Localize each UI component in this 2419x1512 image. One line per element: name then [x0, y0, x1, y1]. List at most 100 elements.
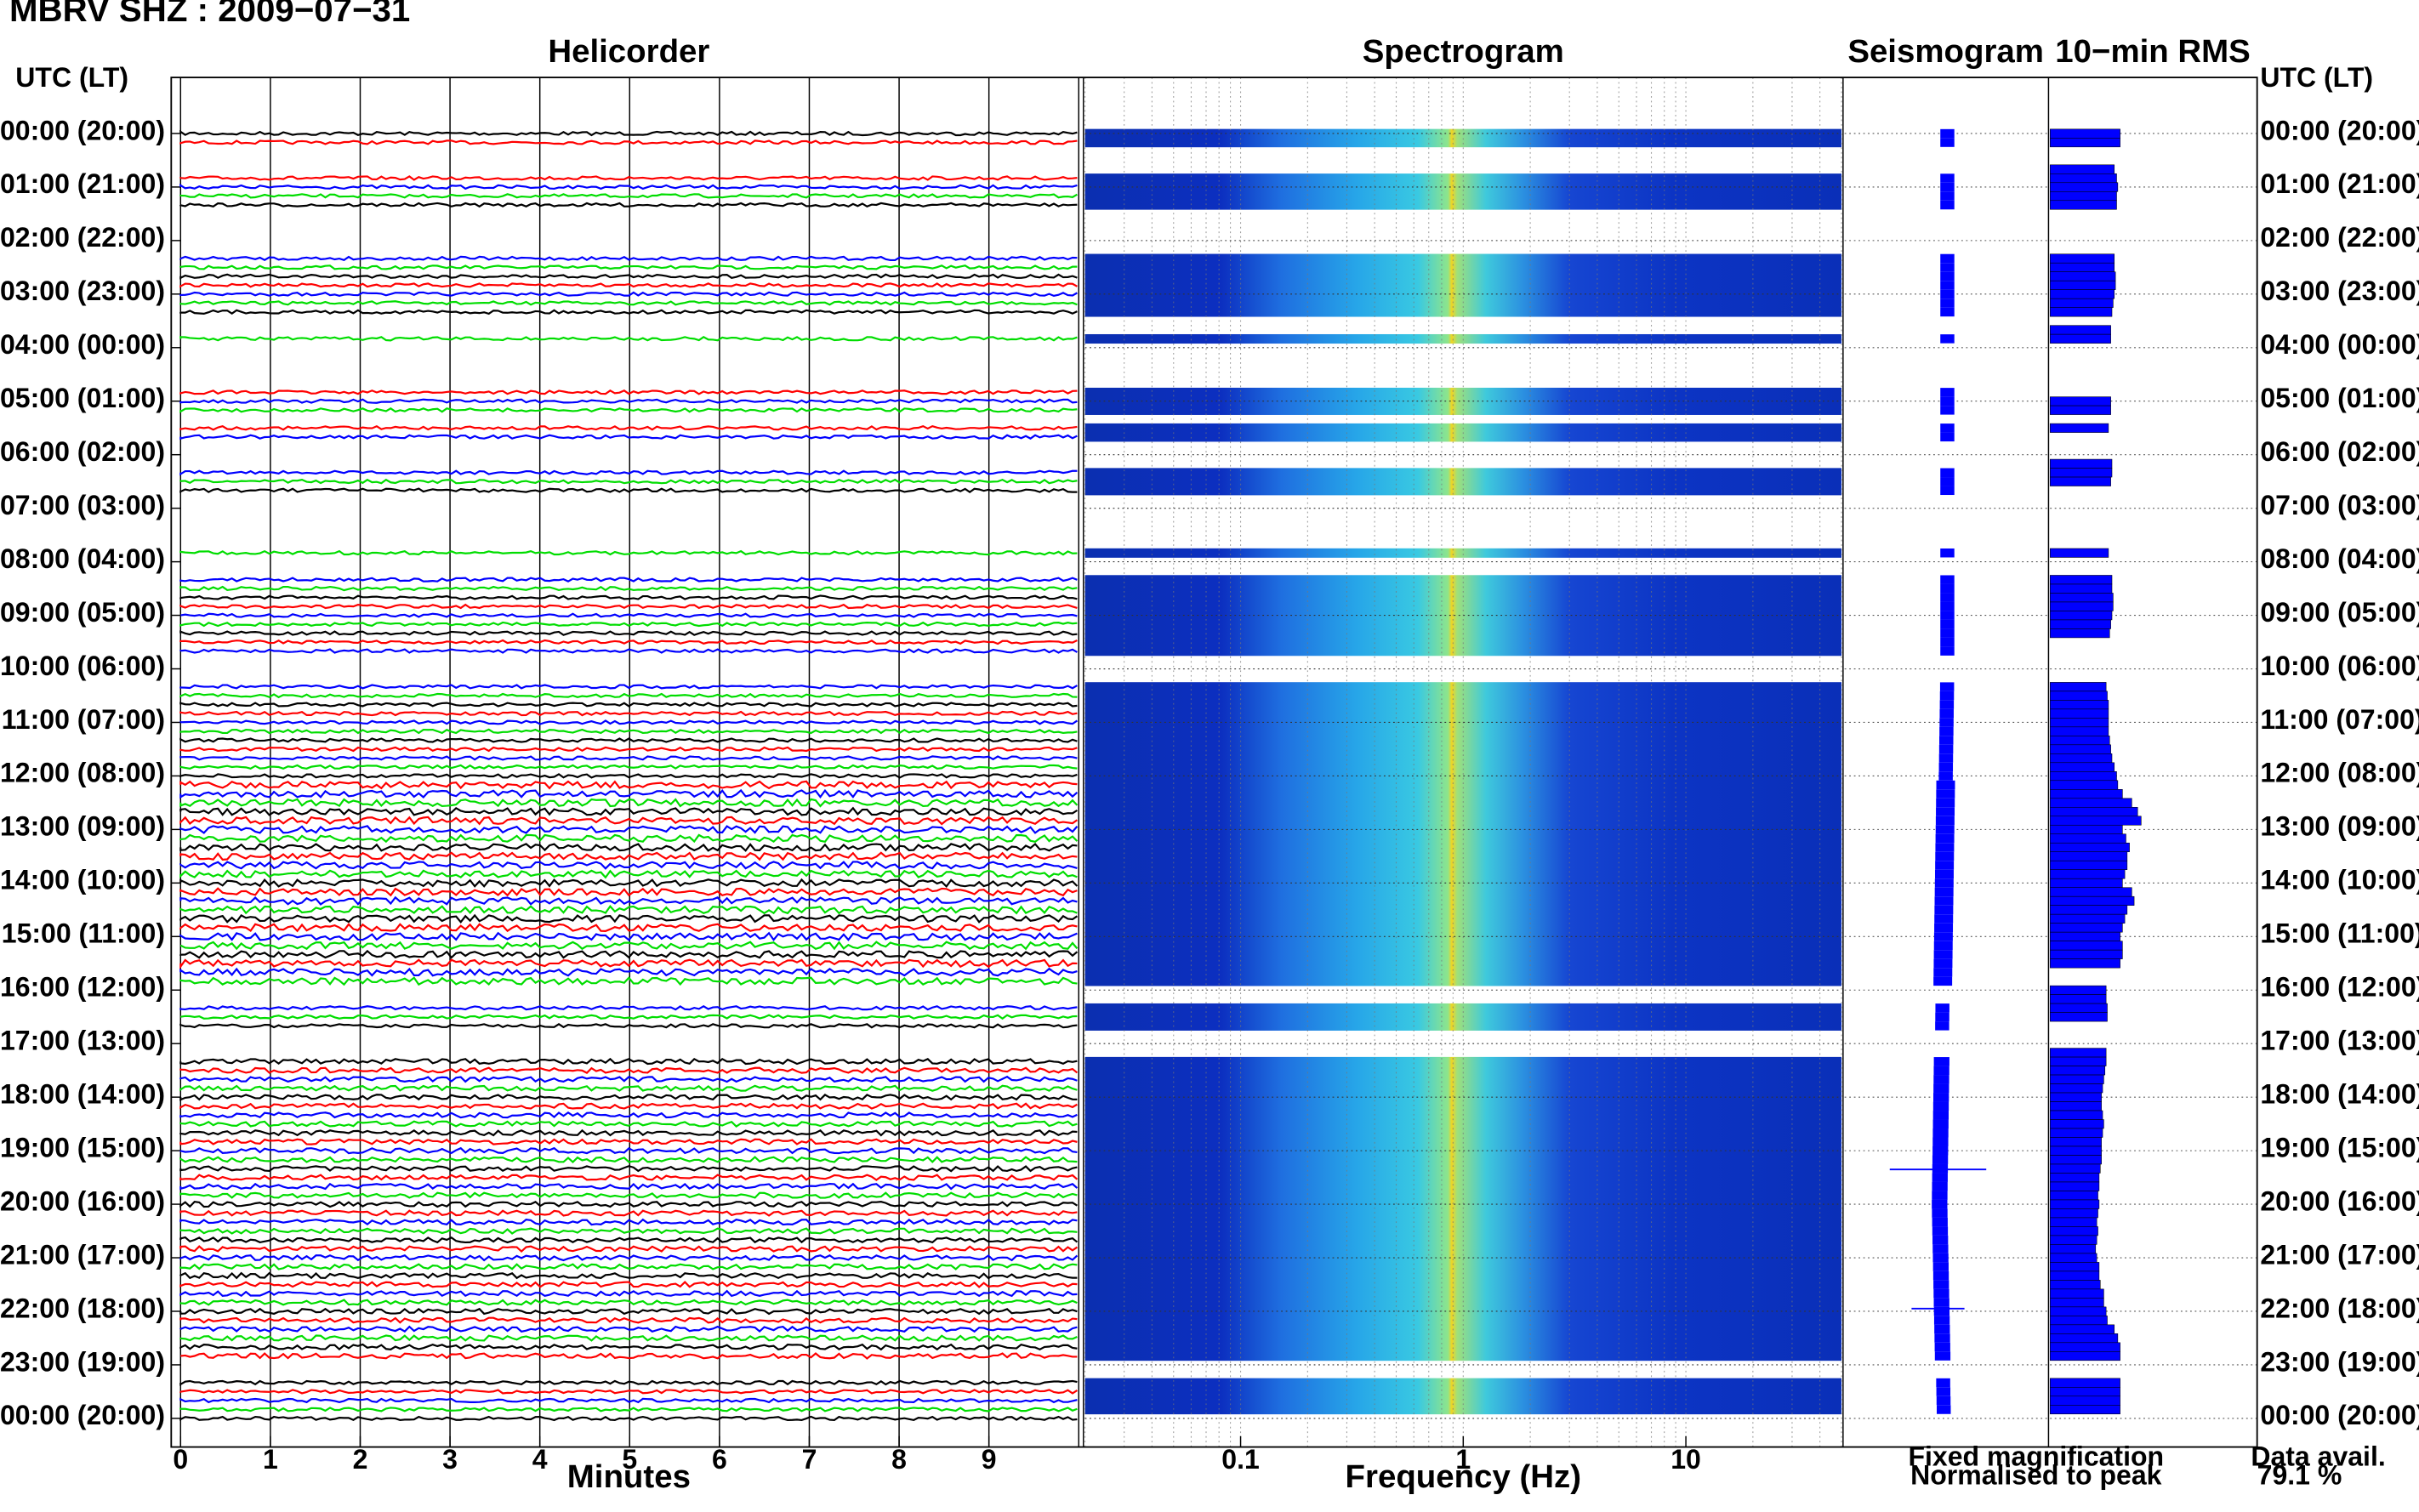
seismogram-segment — [1933, 1066, 1949, 1076]
spectrogram-row — [1084, 253, 1842, 264]
seismogram-segment — [1938, 753, 1954, 763]
hour-label-left: 18:00 (14:00) — [0, 1078, 165, 1109]
seismogram-segment — [1934, 1333, 1950, 1343]
rms-bar — [2049, 164, 2115, 174]
rms-bar — [2049, 1316, 2108, 1326]
seismogram-segment — [1938, 744, 1954, 754]
helicorder-trace — [179, 1066, 1079, 1074]
helicorder-trace — [179, 585, 1078, 592]
hour-label-left: 21:00 (17:00) — [0, 1239, 165, 1270]
rms-bar — [2049, 726, 2109, 736]
seismogram-segment — [1932, 1244, 1949, 1253]
rms-bar — [2049, 789, 2123, 799]
spectrogram-row — [1084, 1101, 1842, 1111]
seismogram-segment — [1935, 851, 1955, 861]
spectrogram-row — [1084, 1298, 1842, 1308]
seismogram-segment — [1933, 1298, 1949, 1307]
helicorder-trace — [179, 621, 1078, 628]
hour-label-left: 22:00 (18:00) — [0, 1293, 165, 1323]
minute-tick-label: 7 — [802, 1444, 817, 1475]
helicorder-trace — [179, 746, 1078, 753]
hour-label-left: 14:00 (10:00) — [0, 865, 165, 895]
helicorder-trace — [179, 1120, 1078, 1128]
spectrogram-row — [1084, 1074, 1842, 1084]
spectrogram-row — [1084, 736, 1842, 746]
hour-label-left: 01:00 (21:00) — [0, 168, 165, 199]
helicorder-trace — [179, 967, 1078, 977]
hour-label-left: 10:00 (06:00) — [0, 651, 165, 681]
seismogram-segment — [1934, 914, 1954, 924]
seismogram-title: Seismogram — [1847, 33, 2044, 70]
hour-label-left: 17:00 (13:00) — [0, 1026, 165, 1056]
seismogram-segment — [1936, 1405, 1951, 1414]
spectrogram-row — [1084, 583, 1842, 594]
helicorder-trace — [179, 193, 1078, 199]
hour-label-right: 16:00 (12:00) — [2260, 972, 2419, 1003]
spectrogram-row — [1084, 967, 1842, 977]
helicorder-trace — [179, 710, 1078, 717]
rms-bar — [2049, 860, 2128, 870]
spectrogram-title: Spectrogram — [1363, 33, 1564, 70]
seismogram-segment — [1932, 1217, 1948, 1227]
helicorder-trace — [179, 264, 1078, 270]
minute-axis: 0 1 2 3 4 5 6 7 8 9 — [173, 1435, 997, 1475]
hour-label-right: 18:00 (14:00) — [2260, 1078, 2419, 1109]
hour-label-right: 06:00 (02:00) — [2260, 436, 2419, 467]
rms-bar — [2049, 200, 2117, 210]
helicorder-trace — [179, 1128, 1078, 1137]
hour-label-right: 05:00 (01:00) — [2260, 383, 2419, 413]
helicorder-trace — [179, 300, 1078, 306]
spectrogram-row — [1084, 138, 1842, 148]
helicorder-trace — [179, 869, 1078, 879]
spectrogram-row — [1084, 976, 1842, 986]
station-title: MBRV SHZ : 2009−07−31 — [9, 0, 410, 29]
helicorder-trace — [179, 1102, 1078, 1110]
spectrogram-row — [1084, 476, 1842, 486]
spectrogram-row — [1084, 789, 1842, 799]
hour-label-right: 09:00 (05:00) — [2260, 597, 2419, 628]
helicorder-trace — [179, 1334, 1078, 1342]
spectrogram-row — [1084, 548, 1842, 558]
hour-label-left: 07:00 (03:00) — [0, 490, 165, 520]
rms-bar — [2049, 405, 2111, 415]
rms-bar — [2049, 1270, 2100, 1281]
helicorder-trace — [179, 1156, 1078, 1163]
rms-bar — [2049, 736, 2110, 746]
rms-bar — [2049, 913, 2126, 924]
helicorder-trace — [179, 398, 1078, 404]
spectrogram-row — [1084, 1137, 1842, 1147]
helicorder-trace — [179, 1407, 1078, 1413]
rms-title: 10−min RMS — [2055, 33, 2251, 70]
rms-bar — [2049, 575, 2113, 585]
rms-bar — [2049, 985, 2107, 995]
seismogram-segment — [1933, 958, 1953, 969]
helicorder-trace — [179, 1111, 1078, 1119]
seismogram-segment — [1935, 1003, 1949, 1013]
rms-bar — [2049, 806, 2138, 817]
hour-label-left: 23:00 (19:00) — [0, 1346, 165, 1377]
rms-bar — [2049, 824, 2123, 835]
hour-label-left: 12:00 (08:00) — [0, 758, 165, 788]
seismogram-segment — [1934, 896, 1954, 906]
seismogram-segment — [1935, 843, 1955, 852]
spectrogram-row — [1084, 869, 1842, 879]
spectrogram-row — [1084, 646, 1842, 657]
rms-bar — [2049, 628, 2110, 639]
helicorder-trace — [179, 958, 1078, 970]
hour-label-right: 12:00 (08:00) — [2260, 758, 2419, 788]
spectrogram-panel — [1084, 77, 1844, 1447]
hour-label-right: 02:00 (22:00) — [2260, 222, 2419, 253]
hour-label-right: 23:00 (19:00) — [2260, 1346, 2419, 1377]
helicorder-trace — [179, 1165, 1078, 1173]
rms-bar — [2049, 1155, 2102, 1165]
helicorder-trace — [179, 1146, 1078, 1155]
seismogram-segment — [1934, 1342, 1950, 1352]
rms-bar — [2049, 1074, 2104, 1084]
seismogram-segment — [1936, 798, 1955, 808]
minute-tick-label: 0 — [173, 1444, 188, 1475]
helicorder-trace — [179, 406, 1078, 413]
helicorder-trace — [179, 728, 1078, 735]
rms-bar — [2049, 1342, 2120, 1352]
spectrogram-row — [1084, 387, 1842, 397]
seismogram-segment — [1933, 968, 1953, 977]
